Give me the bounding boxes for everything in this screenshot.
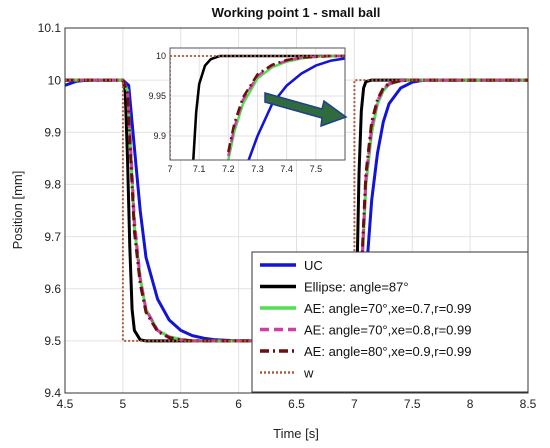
inset-y-tick-label: 9.95 [148, 91, 166, 101]
inset-series-group [170, 54, 345, 160]
inset-x-tick-label: 7.1 [193, 164, 206, 174]
main-x-tick-label: 5 [120, 397, 127, 411]
main-x-tick-label: 7.5 [404, 397, 421, 411]
legend-label-5: w [303, 366, 314, 381]
main-y-tick-label: 9.5 [44, 334, 61, 348]
main-x-tick-label: 6.5 [288, 397, 305, 411]
inset-y-tick-label: 10 [156, 51, 166, 61]
main-series-line-5 [65, 79, 528, 342]
inset-x-tick-label: 7.4 [280, 164, 293, 174]
main-x-tick-label: 8 [467, 397, 474, 411]
legend-box [251, 251, 529, 393]
legend: UC Ellipse: angle=87° AE: angle=70°,xe=0.7… [251, 251, 529, 393]
legend-label-3: AE: angle=70°,xe=0.8,r=0.99 [304, 323, 471, 338]
inset-y-tick-label: 9.9 [153, 131, 166, 141]
main-y-tick-label: 9.8 [44, 178, 61, 192]
inset-tick-labels: 7 7.1 7.2 7.3 7.4 7.5 9.9 9.95 10 [148, 51, 322, 174]
legend-label-4: AE: angle=80°,xe=0.9,r=0.99 [304, 344, 471, 359]
main-x-tick-label: 6 [235, 397, 242, 411]
inset-x-tick-label: 7.2 [222, 164, 235, 174]
main-y-tick-label: 9.4 [44, 386, 61, 400]
main-y-tick-label: 10.1 [38, 21, 62, 35]
main-y-tick-label: 9.6 [44, 282, 61, 296]
inset-series-line-5 [170, 55, 345, 160]
plot-frame [64, 27, 529, 394]
main-tick-labels: 4.5 5 5.5 6 6.5 7 7.5 8 8.5 9.4 9.5 9.6 9.7 9.8 9.9 10 1… [38, 21, 537, 411]
legend-label-2: AE: angle=70°,xe=0.7,r=0.99 [304, 301, 471, 316]
y-axis-label: Position [mm] [10, 171, 25, 250]
main-x-tick-label: 7 [351, 397, 358, 411]
main-y-tick-label: 9.9 [44, 125, 61, 139]
inset-frame [169, 47, 346, 161]
main-y-tick-label: 10 [48, 73, 62, 87]
inset-x-tick-label: 7.5 [310, 164, 323, 174]
zoom-arrow-icon [264, 92, 348, 128]
inset-x-tick-label: 7 [167, 164, 172, 174]
legend-label-1: Ellipse: angle=87° [304, 280, 409, 295]
main-x-tick-label: 4.5 [57, 397, 74, 411]
main-y-tick-label: 9.7 [44, 230, 61, 244]
chart-title: Working point 1 - small ball [212, 5, 381, 20]
main-x-tick-label: 5.5 [172, 397, 189, 411]
main-x-tick-label: 8.5 [520, 397, 537, 411]
inset-series-line-0 [247, 57, 345, 160]
inset-x-tick-label: 7.3 [251, 164, 264, 174]
legend-label-0: UC [304, 258, 323, 273]
x-axis-label: Time [s] [273, 426, 319, 441]
